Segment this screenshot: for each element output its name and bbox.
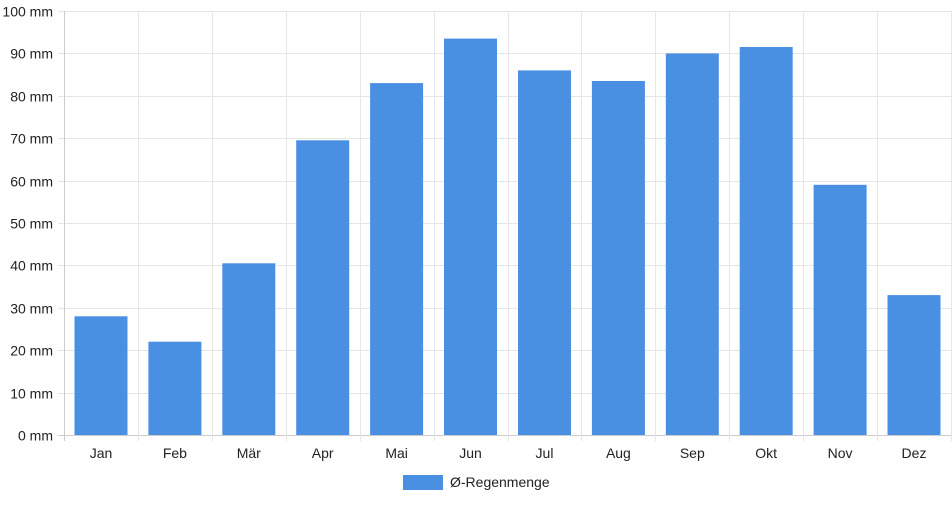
y-tick-label: 20 mm xyxy=(10,343,53,359)
bar-mär[interactable] xyxy=(222,263,276,435)
bar-aug[interactable] xyxy=(591,81,645,435)
y-tick-label: 10 mm xyxy=(10,386,53,402)
y-tick-label: 80 mm xyxy=(10,89,53,105)
x-tick-label: Okt xyxy=(755,445,777,461)
x-tick-label: Apr xyxy=(312,445,334,461)
x-tick-label: Dez xyxy=(902,445,927,461)
x-tick-label: Mär xyxy=(237,445,261,461)
y-tick-label: 50 mm xyxy=(10,216,53,232)
bar-okt[interactable] xyxy=(739,47,793,435)
legend-swatch[interactable] xyxy=(403,475,443,490)
legend[interactable]: Ø-Regenmenge xyxy=(403,474,550,490)
bar-sep[interactable] xyxy=(665,53,719,436)
bar-jul[interactable] xyxy=(518,70,571,436)
x-tick-label: Sep xyxy=(680,445,705,461)
bar-apr[interactable] xyxy=(296,140,350,436)
y-tick-label: 70 mm xyxy=(10,131,53,147)
y-tick-label: 100 mm xyxy=(2,4,53,20)
bar-jan[interactable] xyxy=(74,316,128,435)
x-tick-label: Aug xyxy=(606,445,631,461)
x-tick-label: Jul xyxy=(536,445,554,461)
axes: 0 mm 10 mm 20 mm 30 mm 40 mm 50 mm 60 mm 70 mm 8… xyxy=(2,4,926,462)
x-tick-label: Mai xyxy=(385,445,408,461)
x-tick-label: Nov xyxy=(828,445,853,461)
bar-nov[interactable] xyxy=(813,184,867,435)
y-tick-label: 0 mm xyxy=(18,428,53,444)
bars xyxy=(74,38,941,436)
y-tick-label: 90 mm xyxy=(10,46,53,62)
bar-dez[interactable] xyxy=(887,295,941,435)
y-tick-label: 30 mm xyxy=(10,301,53,317)
bar-mai[interactable] xyxy=(370,83,424,435)
x-tick-label: Feb xyxy=(163,445,187,461)
x-tick-label: Jun xyxy=(459,445,482,461)
legend-label[interactable]: Ø-Regenmenge xyxy=(450,474,550,490)
bar-feb[interactable] xyxy=(148,341,202,435)
grid xyxy=(58,11,952,441)
y-tick-label: 60 mm xyxy=(10,174,53,190)
bar-jun[interactable] xyxy=(444,38,497,435)
x-tick-label: Jan xyxy=(90,445,113,461)
y-tick-label: 40 mm xyxy=(10,258,53,274)
